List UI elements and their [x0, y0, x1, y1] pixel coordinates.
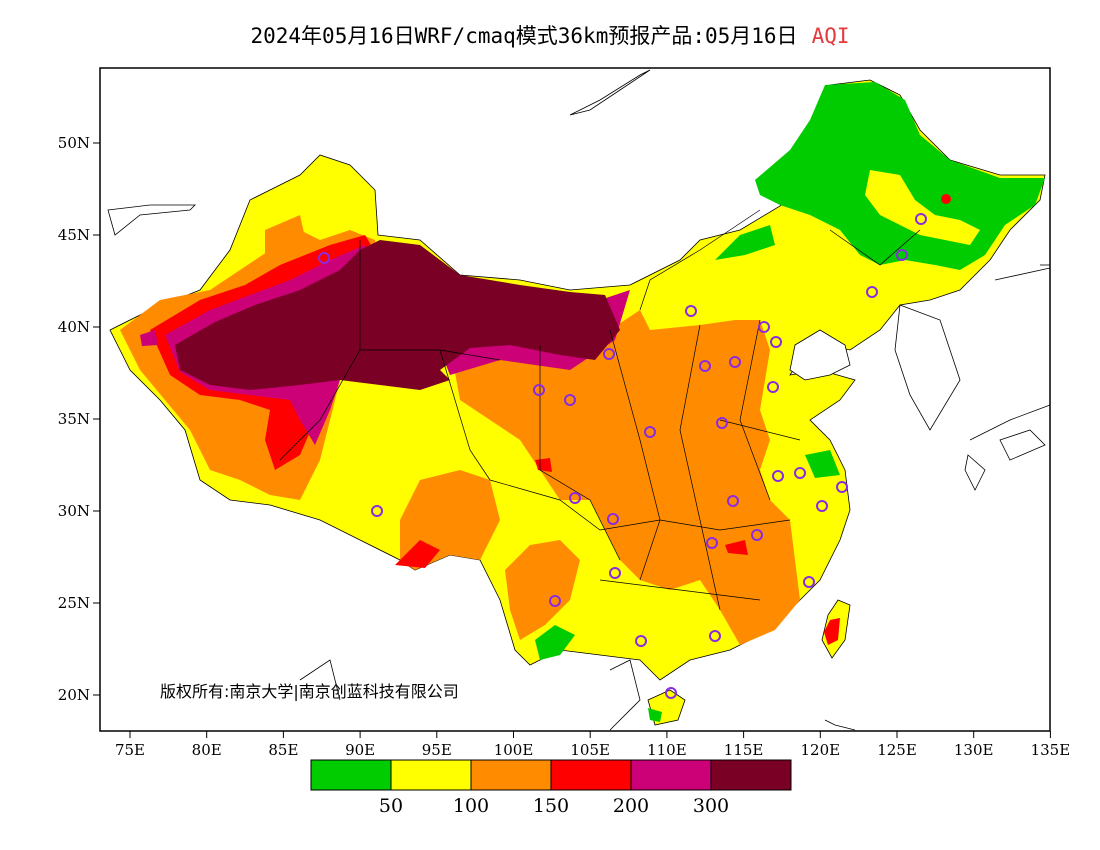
map-title: 2024年05月16日WRF/cmaq模式36km预报产品:05月16日 AQI — [0, 20, 1100, 50]
lon-tick-label: 90E — [345, 741, 375, 759]
city-marker — [727, 495, 739, 507]
city-marker — [794, 467, 806, 479]
city-marker — [635, 635, 647, 647]
city-markers — [318, 213, 927, 699]
region-good-east — [805, 450, 840, 478]
city-marker — [767, 381, 779, 393]
lon-tick-label: 80E — [192, 741, 222, 759]
product-label: AQI — [811, 24, 850, 48]
lon-tick-label: 75E — [115, 741, 145, 759]
legend-swatch — [630, 759, 712, 791]
city-marker — [318, 252, 330, 264]
city-marker — [716, 417, 728, 429]
city-marker — [549, 595, 561, 607]
city-marker — [569, 492, 581, 504]
legend-label: 300 — [693, 795, 729, 817]
city-marker — [772, 470, 784, 482]
city-marker — [665, 687, 677, 699]
hotspot-tibet — [395, 540, 440, 568]
lon-tick-label: 120E — [801, 741, 841, 759]
city-marker — [816, 500, 828, 512]
lon-tick-label: 110E — [647, 741, 687, 759]
lon-tick-label: 130E — [954, 741, 994, 759]
hotspot-northeast — [941, 194, 951, 204]
city-marker — [706, 537, 718, 549]
title-text: 2024年05月16日WRF/cmaq模式36km预报产品:05月16日 — [250, 24, 798, 48]
neighbor-coastlines — [107, 69, 1051, 731]
region-hazardous — [175, 240, 620, 390]
city-marker — [371, 505, 383, 517]
legend-label: 150 — [533, 795, 569, 817]
city-marker — [564, 394, 576, 406]
city-marker — [751, 529, 763, 541]
lat-tick-label: 45N — [58, 226, 90, 244]
lon-tick-label: 125E — [877, 741, 917, 759]
legend-label: 100 — [453, 795, 489, 817]
city-marker — [533, 384, 545, 396]
city-marker — [609, 567, 621, 579]
city-marker — [607, 513, 619, 525]
city-marker — [603, 348, 615, 360]
longitude-ticks: 75E 80E 85E 90E 95E 100E 105E 110E 115E 120E 125E 1… — [115, 731, 1070, 759]
province-borders — [279, 209, 921, 611]
hotspot-west — [140, 330, 158, 346]
city-marker — [699, 360, 711, 372]
city-marker — [803, 576, 815, 588]
hotspot-sichuan — [535, 458, 552, 472]
hainan-good — [648, 708, 662, 722]
city-marker — [709, 630, 721, 642]
legend-swatch — [310, 759, 392, 791]
city-marker — [770, 336, 782, 348]
city-marker — [866, 286, 878, 298]
region-sensitive-south — [505, 540, 580, 640]
lat-tick-label: 35N — [58, 410, 90, 428]
city-marker — [644, 426, 656, 438]
city-marker — [729, 356, 741, 368]
latitude-ticks: 50N 45N 40N 35N 30N 25N 20N — [58, 134, 100, 704]
region-good-south — [535, 625, 575, 660]
city-marker — [915, 213, 927, 225]
lon-tick-label: 95E — [422, 741, 452, 759]
region-moderate-northeast — [865, 170, 980, 245]
lat-tick-label: 25N — [58, 594, 90, 612]
taiwan-unhealthy — [824, 618, 840, 645]
city-marker — [896, 249, 908, 261]
lon-tick-label: 105E — [570, 741, 610, 759]
legend: 50 100 150 200 300 — [310, 759, 792, 817]
map-area: 版权所有:南京大学|南京创蓝科技有限公司 — [107, 69, 1051, 731]
lon-tick-label: 135E — [1031, 741, 1071, 759]
bohai-sea — [789, 329, 851, 381]
city-marker — [836, 481, 848, 493]
hotspot-central — [725, 540, 748, 555]
lat-tick-label: 50N — [58, 134, 90, 152]
region-good-northeast-2 — [715, 225, 775, 260]
region-sensitive-north-xinjiang — [265, 215, 310, 270]
lon-tick-label: 100E — [494, 741, 534, 759]
city-marker — [758, 321, 770, 333]
city-marker — [685, 305, 697, 317]
region-sensitive-central — [450, 310, 800, 645]
lat-tick-label: 20N — [58, 686, 90, 704]
lat-tick-label: 30N — [58, 502, 90, 520]
legend-swatch — [710, 759, 792, 791]
legend-label: 200 — [613, 795, 649, 817]
lat-tick-label: 40N — [58, 318, 90, 336]
legend-swatch — [390, 759, 472, 791]
lon-tick-label: 115E — [724, 741, 764, 759]
legend-label: 50 — [379, 795, 403, 817]
legend-swatch — [470, 759, 552, 791]
copyright-text: 版权所有:南京大学|南京创蓝科技有限公司 — [160, 682, 459, 701]
legend-swatch — [550, 759, 632, 791]
lon-tick-label: 85E — [268, 741, 298, 759]
